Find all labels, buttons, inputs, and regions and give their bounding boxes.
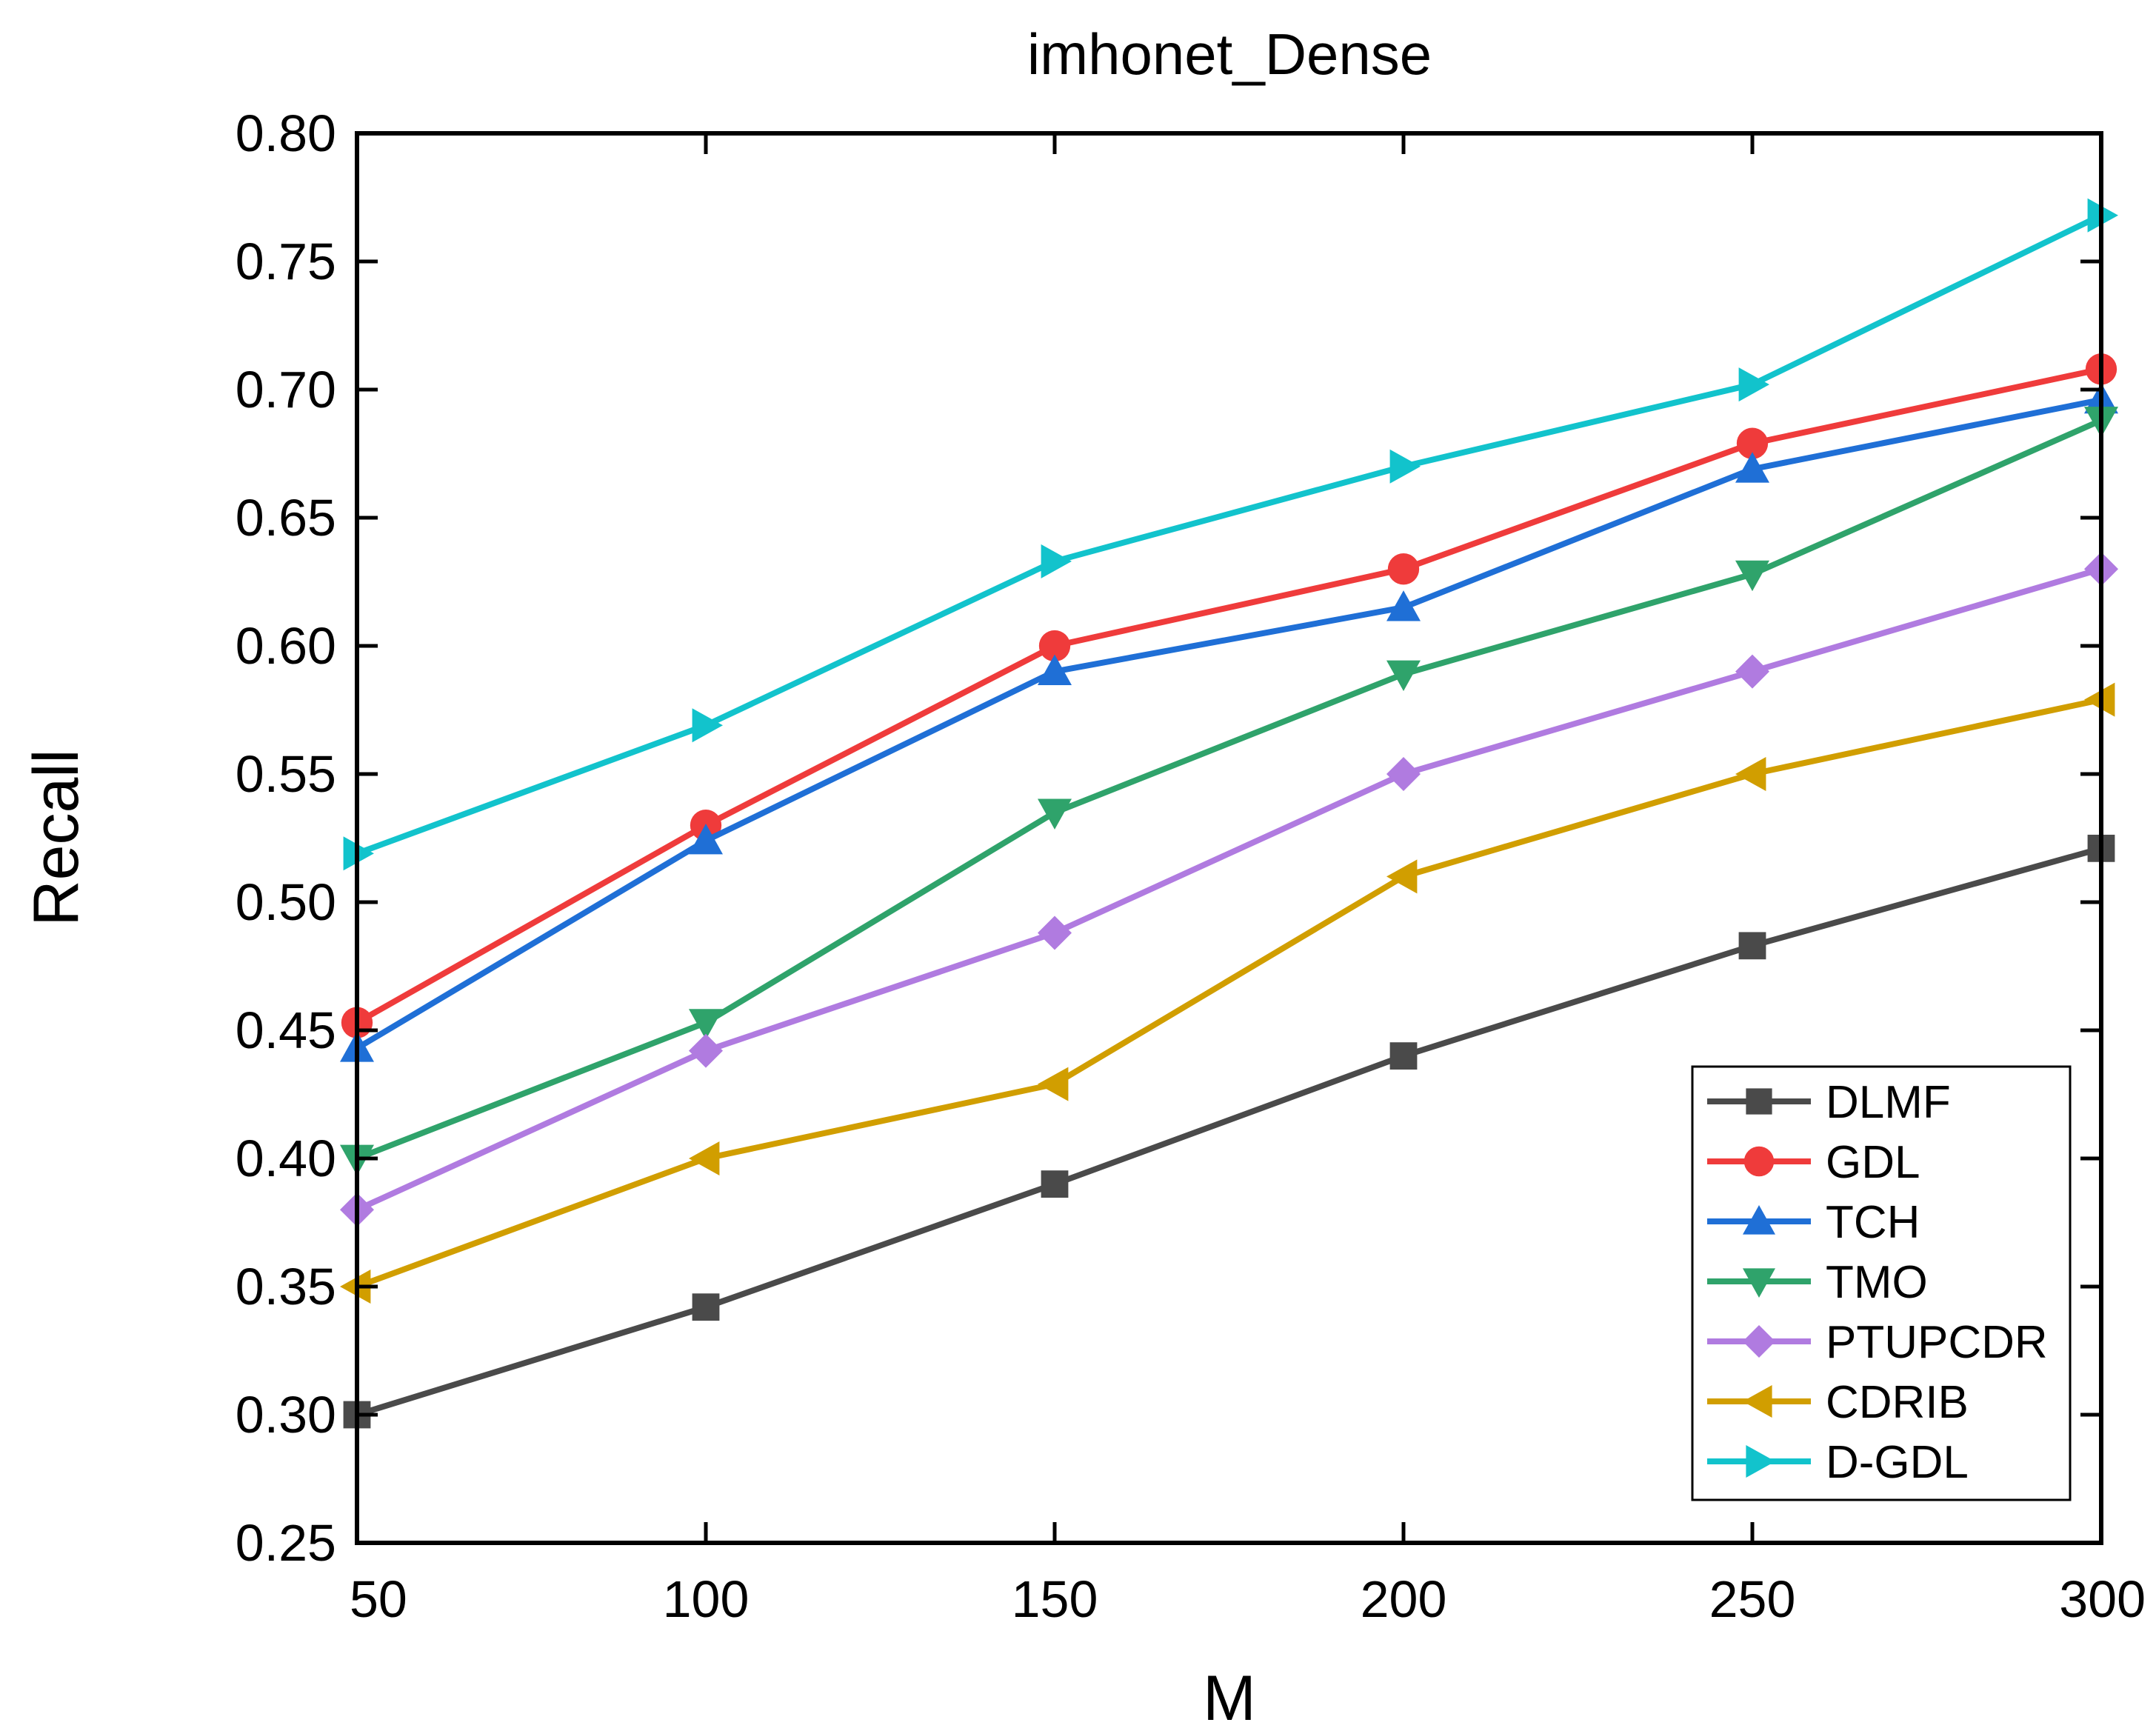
- data-point: [1038, 798, 1072, 830]
- y-axis: 0.25 0.30 0.35 0.40 0.45 0.50 0.55 0.60 0.65 0.70…: [236, 104, 2101, 1572]
- y-tick-label: 0.60: [236, 617, 336, 675]
- y-tick-label: 0.70: [236, 361, 336, 418]
- legend-label: PTUPCDR: [1826, 1317, 2048, 1368]
- data-point: [1738, 932, 1766, 960]
- data-point: [1735, 560, 1769, 592]
- legend-item-gdl: GDL: [1707, 1137, 1920, 1188]
- data-point: [1386, 660, 1421, 692]
- series-line: [355, 396, 2102, 1051]
- data-point: [1038, 1067, 1069, 1101]
- x-tick-label: 50: [350, 1570, 407, 1628]
- legend-item-ptupcdr: PTUPCDR: [1707, 1317, 2048, 1368]
- data-point: [1389, 1042, 1418, 1070]
- data-point: [692, 1293, 720, 1321]
- data-point: [1041, 1170, 1069, 1198]
- chart-title: imhonet_Dense: [1027, 21, 1432, 87]
- series-line: [356, 366, 2102, 1026]
- y-tick-label: 0.25: [236, 1514, 336, 1572]
- legend-label: TMO: [1826, 1257, 1928, 1308]
- legend-swatch-marker: [1743, 1325, 1775, 1358]
- legend-label: CDRIB: [1826, 1377, 1969, 1428]
- y-tick-label: 0.30: [236, 1386, 336, 1444]
- data-point: [689, 1033, 723, 1068]
- y-tick-label: 0.55: [236, 745, 336, 803]
- legend-swatch-marker: [1743, 1385, 1772, 1418]
- legend-item-tmo: TMO: [1707, 1257, 1928, 1308]
- data-point: [1735, 654, 1769, 689]
- y-tick-label: 0.50: [236, 873, 336, 931]
- y-tick-label: 0.75: [236, 233, 336, 290]
- x-tick-label: 100: [663, 1570, 750, 1628]
- series-line: [356, 417, 2103, 1161]
- data-point: [1041, 544, 1072, 578]
- data-point: [1038, 654, 1072, 685]
- legend-label: D-GDL: [1826, 1437, 1969, 1488]
- legend-swatch-marker: [1746, 1088, 1772, 1115]
- plot-frame: [355, 131, 2103, 1545]
- series-ptupcdr: [340, 552, 2118, 1227]
- x-tick-label: 150: [1012, 1570, 1098, 1628]
- series-line: [356, 213, 2103, 857]
- data-point: [1386, 590, 1421, 621]
- y-tick-label: 0.40: [236, 1130, 336, 1187]
- series-layer: [340, 198, 2118, 1429]
- legend-item-d-gdl: D-GDL: [1707, 1437, 1969, 1488]
- data-point: [689, 1141, 720, 1175]
- legend-label: DLMF: [1826, 1077, 1951, 1128]
- data-point: [689, 1009, 723, 1040]
- x-tick-label: 300: [2059, 1570, 2146, 1628]
- data-point: [1735, 452, 1769, 483]
- legend-swatch-marker: [1746, 1445, 1775, 1478]
- series-line: [356, 566, 2103, 1213]
- data-point: [692, 708, 723, 743]
- data-point: [1736, 427, 1769, 459]
- data-point: [1738, 367, 1769, 402]
- legend-swatch-marker: [1743, 1268, 1775, 1298]
- y-axis-title: Recall: [21, 750, 92, 927]
- legend-item-tch: TCH: [1707, 1197, 1920, 1248]
- legend-item-dlmf: DLMF: [1707, 1077, 1951, 1128]
- y-tick-label: 0.65: [236, 489, 336, 547]
- data-point: [1038, 630, 1071, 662]
- legend-item-cdrib: CDRIB: [1707, 1377, 1969, 1428]
- data-point: [1038, 915, 1072, 950]
- legend-label: TCH: [1826, 1197, 1920, 1248]
- y-tick-label: 0.45: [236, 1001, 336, 1059]
- x-tick-label: 250: [1709, 1570, 1796, 1628]
- series-line: [356, 696, 2102, 1290]
- data-point: [1389, 449, 1421, 484]
- data-point: [1735, 757, 1766, 791]
- x-tick-label: 200: [1361, 1570, 1447, 1628]
- x-axis-title: M: [1203, 1663, 1256, 1731]
- legend-swatch-marker: [1743, 1205, 1775, 1235]
- legend-swatch-marker: [1743, 1146, 1775, 1177]
- legend: DLMF GDL TCH TMO PTUPCDR CDRIB D-GDL: [1691, 1065, 2072, 1501]
- series-line: [356, 845, 2103, 1418]
- data-point: [689, 823, 723, 855]
- y-tick-label: 0.35: [236, 1258, 336, 1315]
- legend-label: GDL: [1826, 1137, 1920, 1188]
- data-point: [1386, 757, 1421, 791]
- x-axis: 50 100 150 200 250 300: [350, 133, 2146, 1628]
- y-tick-label: 0.80: [236, 104, 336, 162]
- data-point: [1386, 859, 1418, 894]
- data-point: [1387, 553, 1420, 585]
